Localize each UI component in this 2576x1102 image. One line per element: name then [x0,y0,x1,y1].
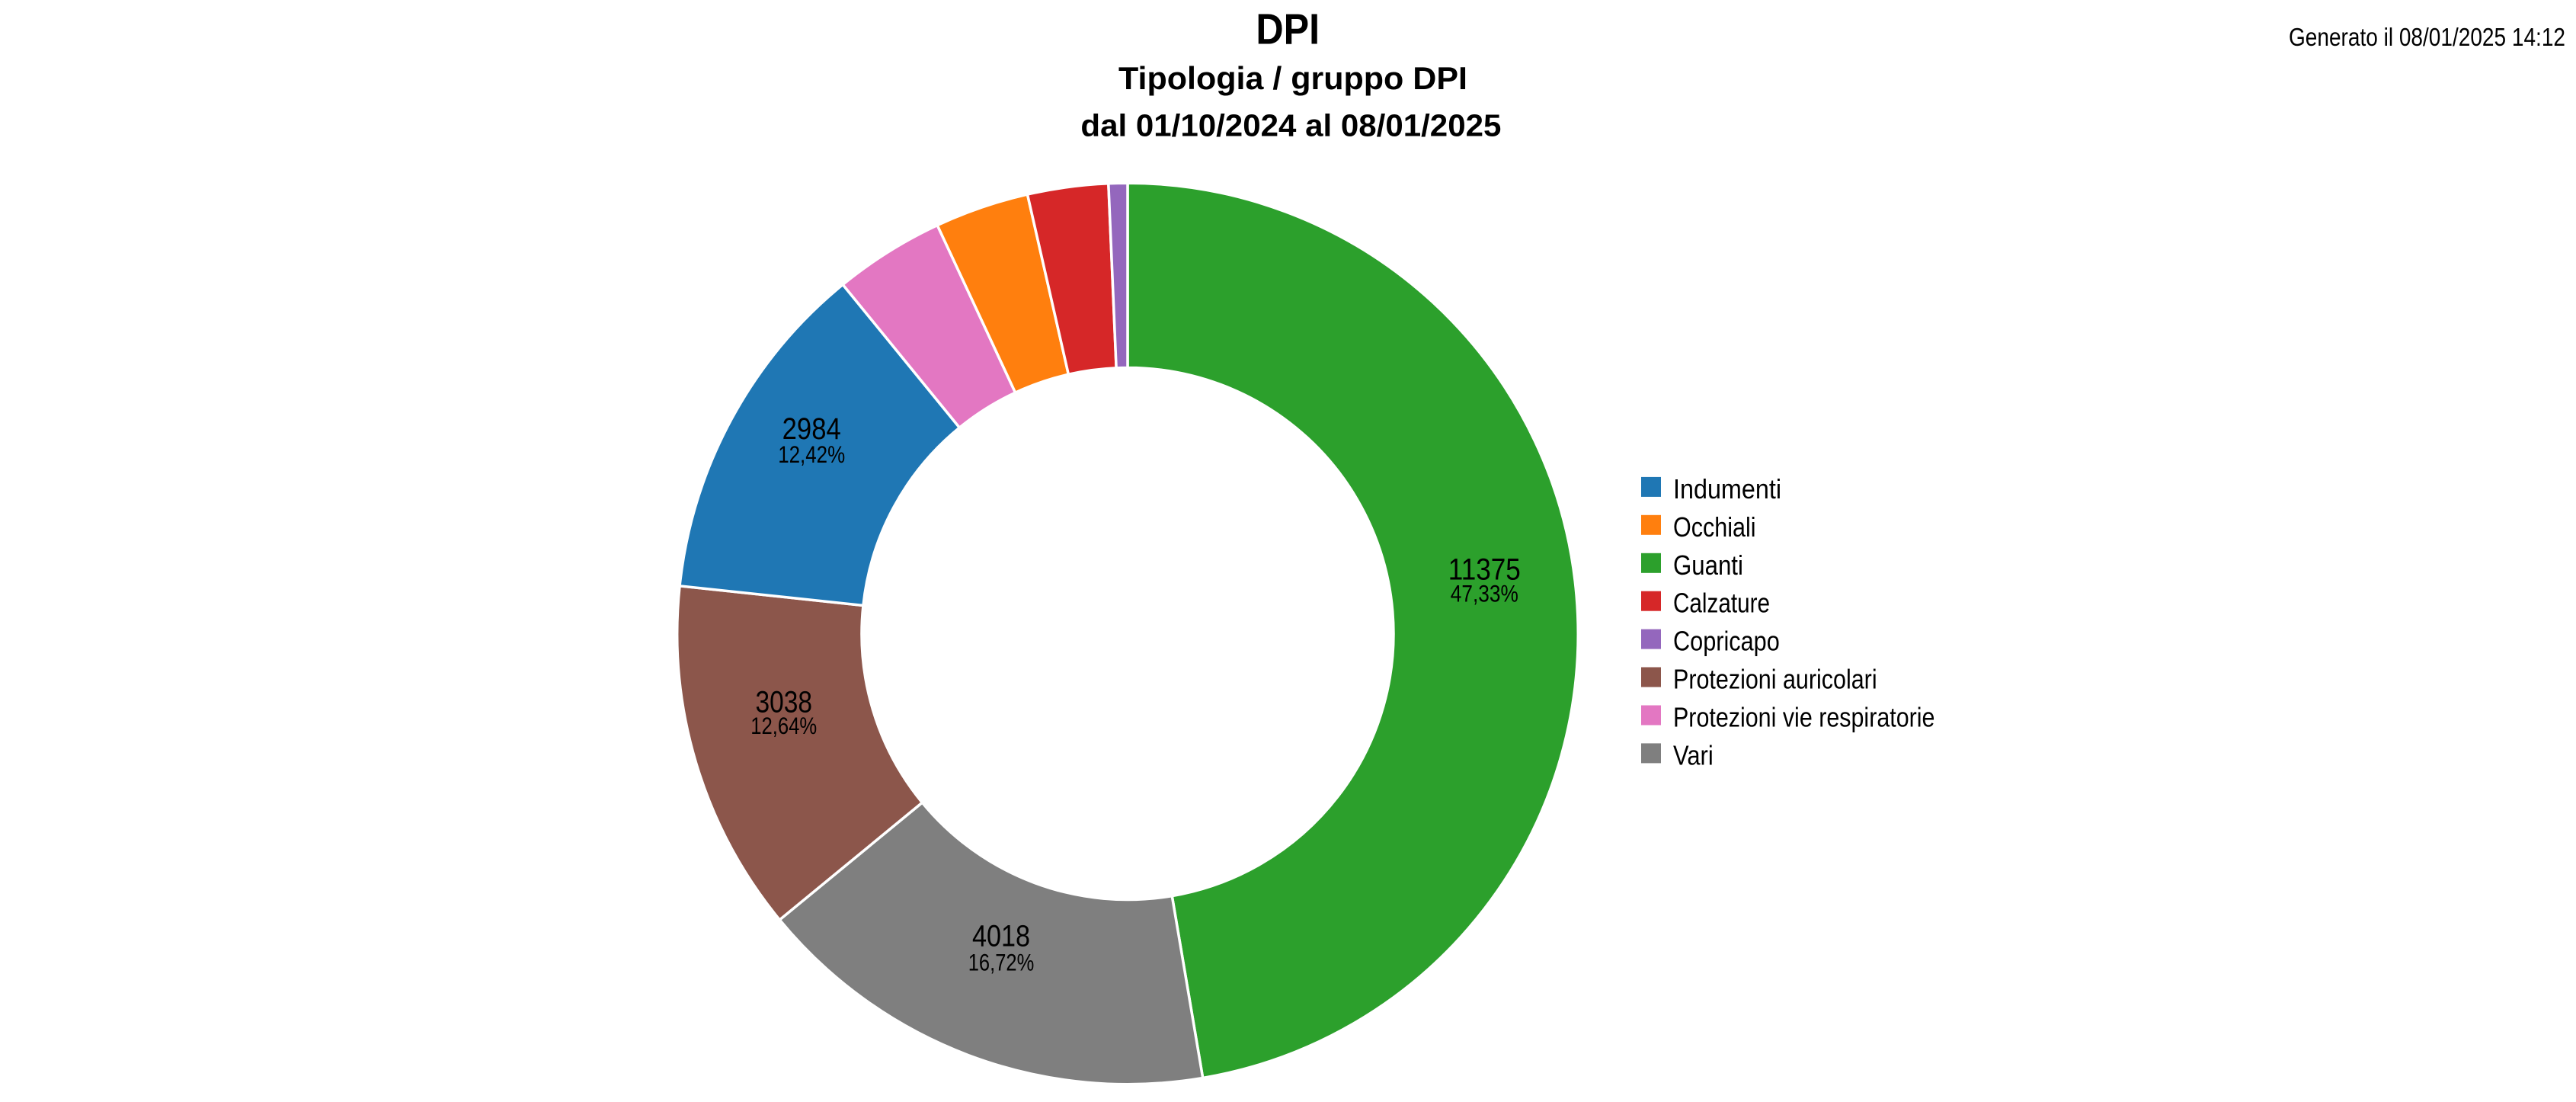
svg-text:3038: 3038 [755,686,812,719]
svg-text:Indumenti: Indumenti [1673,473,1781,505]
svg-text:2984: 2984 [782,412,841,446]
svg-text:4018: 4018 [972,920,1030,953]
svg-text:16,72%: 16,72% [968,949,1035,976]
svg-text:11375: 11375 [1448,553,1521,586]
svg-text:DPI: DPI [1256,5,1320,53]
svg-text:Occhiali: Occhiali [1673,511,1756,543]
svg-text:Calzature: Calzature [1673,588,1770,619]
svg-text:Copricapo: Copricapo [1673,626,1780,657]
svg-text:Guanti: Guanti [1673,549,1743,581]
svg-text:Protezioni vie respiratorie: Protezioni vie respiratorie [1673,702,1935,733]
svg-text:12,64%: 12,64% [750,712,817,739]
svg-text:12,42%: 12,42% [778,440,845,468]
svg-text:Generato il 08/01/2025 14:12: Generato il 08/01/2025 14:12 [2289,24,2565,52]
svg-text:Tipologia / gruppo DPI: Tipologia / gruppo DPI [1118,60,1467,96]
svg-text:dal 01/10/2024 al 08/01/2025: dal 01/10/2024 al 08/01/2025 [1080,108,1501,143]
svg-text:Protezioni auricolari: Protezioni auricolari [1673,664,1877,695]
svg-text:47,33%: 47,33% [1451,580,1518,607]
svg-text:Vari: Vari [1673,739,1714,770]
